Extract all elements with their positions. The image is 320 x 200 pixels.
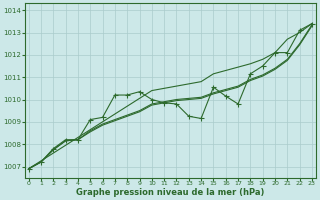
X-axis label: Graphe pression niveau de la mer (hPa): Graphe pression niveau de la mer (hPa) — [76, 188, 265, 197]
